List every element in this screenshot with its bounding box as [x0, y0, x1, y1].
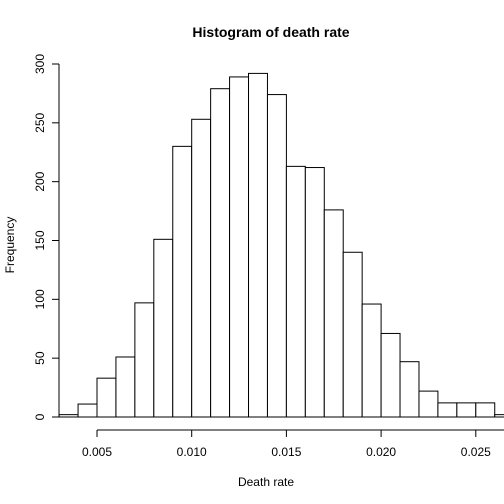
x-tick-label: 0.025 — [461, 445, 491, 459]
histogram-bar — [418, 390, 439, 418]
histogram-bar — [153, 238, 174, 418]
x-tick-label: 0.015 — [271, 445, 301, 459]
histogram-bar — [210, 88, 231, 418]
x-tick-label: 0.005 — [82, 445, 112, 459]
histogram-bar — [361, 303, 382, 418]
histogram-bar — [96, 377, 117, 418]
histogram-bar — [115, 356, 136, 418]
y-tick-label: 200 — [33, 171, 47, 191]
x-tick-label: 0.010 — [177, 445, 207, 459]
histogram-bar — [248, 72, 268, 418]
y-tick-label: 250 — [33, 112, 47, 132]
y-tick-label: 300 — [33, 54, 47, 74]
histogram-bar — [191, 118, 212, 418]
histogram-bar — [77, 403, 98, 418]
histogram-bar — [134, 302, 155, 418]
y-tick-label: 100 — [33, 289, 47, 309]
histogram-bar — [229, 76, 250, 418]
histogram-bar — [285, 165, 306, 418]
y-tick-label: 0 — [33, 413, 47, 420]
histogram-bar — [437, 402, 458, 418]
histogram-bar — [494, 414, 504, 418]
y-axis-label: Frequency — [3, 217, 17, 274]
histogram-bar — [266, 94, 287, 418]
histogram-bar — [304, 167, 325, 418]
y-tick-label: 50 — [33, 351, 47, 365]
histogram-bar — [456, 402, 477, 418]
chart-title: Histogram of death rate — [192, 24, 349, 40]
y-tick-label: 150 — [33, 230, 47, 250]
histogram-bar — [399, 361, 420, 418]
y-axis: 0 50 100 150 200 250 300 — [33, 54, 60, 420]
histogram-bar — [323, 209, 344, 418]
histogram-bar — [58, 414, 79, 418]
histogram-bar — [342, 251, 363, 418]
x-axis-label: Death rate — [238, 475, 294, 489]
x-tick-label: 0.020 — [366, 445, 396, 459]
histogram-bar — [380, 332, 401, 418]
bars-group — [58, 72, 504, 418]
histogram-bar — [475, 402, 496, 418]
histogram-bar — [172, 145, 193, 418]
